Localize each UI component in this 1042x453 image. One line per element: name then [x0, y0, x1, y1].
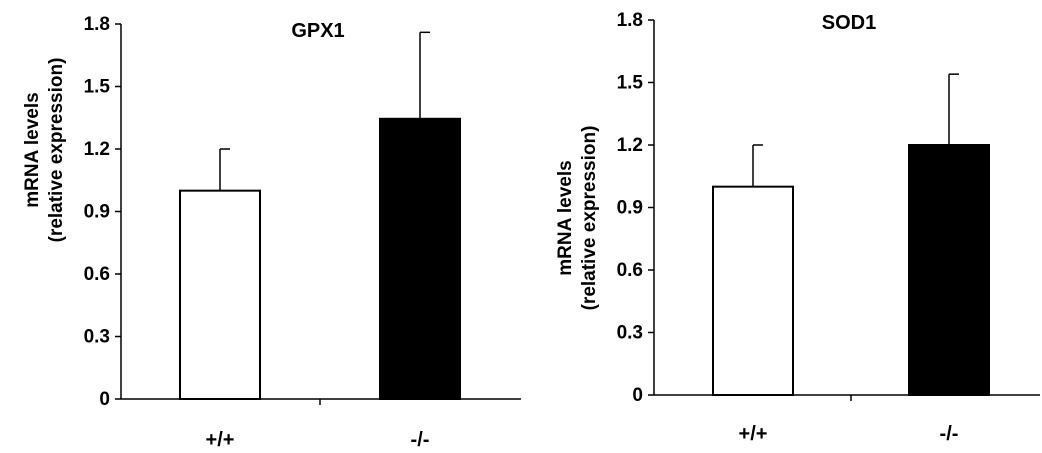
chart-marks: 0 0.3 0.6 0.9 1.2 1.5 1.8 +/+ -/- [617, 10, 1040, 445]
y-tick-label: 0.3 [84, 327, 110, 348]
x-tick-label: +/+ [739, 423, 768, 445]
x-tick-label: -/- [940, 423, 959, 445]
y-tick-label: 0.3 [617, 323, 643, 344]
y-tick-label: 0.9 [84, 202, 110, 223]
chart-panel-gpx1: GPX1 mRNA levels (relative expression) 0… [22, 14, 521, 451]
bar-+/+ [179, 189, 261, 400]
y-tick-label: 0.6 [84, 264, 110, 285]
chart-title: SOD1 [822, 12, 876, 34]
chart-marks: 0 0.3 0.6 0.9 1.2 1.5 1.8 +/+ -/- [84, 14, 521, 451]
x-tick-label: -/- [411, 429, 430, 451]
chart-title: GPX1 [291, 20, 344, 42]
y-tick-label: 1.2 [617, 135, 643, 156]
bar--/- [379, 117, 461, 401]
y-tick-label: 0 [99, 389, 110, 410]
y-axis-label-line1: mRNA levels [22, 92, 43, 207]
y-tick-label: 0 [632, 385, 643, 406]
bar--/- [908, 144, 990, 396]
chart-panel-sod1: SOD1 mRNA levels (relative expression) 0… [555, 10, 1040, 445]
bar-+/+ [712, 185, 794, 396]
y-axis-label-line1: mRNA levels [555, 160, 576, 275]
y-axis-label-line2: (relative expression) [579, 126, 600, 311]
y-tick-label: 1.5 [617, 73, 644, 94]
y-tick-label: 1.8 [617, 10, 643, 31]
y-tick-label: 0.6 [617, 260, 643, 281]
y-tick-label: 0.9 [617, 198, 643, 219]
y-axis-label-line2: (relative expression) [46, 58, 67, 243]
y-tick-label: 1.8 [84, 14, 110, 35]
x-tick-label: +/+ [206, 429, 235, 451]
y-tick-label: 1.2 [84, 139, 110, 160]
y-tick-label: 1.5 [84, 77, 111, 98]
